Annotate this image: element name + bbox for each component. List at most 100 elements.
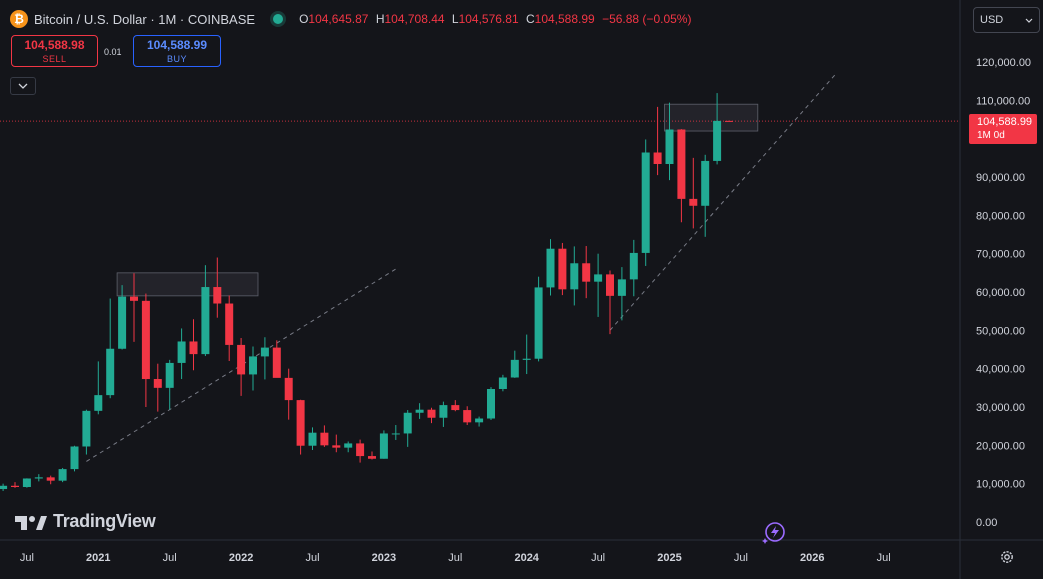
tradingview-logo-icon [15, 515, 47, 530]
range-box [116, 272, 259, 297]
candle-body [260, 347, 269, 357]
candle-body [498, 377, 507, 389]
candle-body [570, 263, 579, 290]
high-label: H [375, 12, 385, 26]
y-tick-label: 60,000.00 [976, 287, 1025, 299]
x-tick-label: 2025 [657, 552, 681, 564]
open-value: 104,645.87 [308, 12, 369, 26]
candle-body [665, 129, 674, 164]
candle-body [22, 478, 31, 488]
chevron-down-icon [18, 83, 28, 89]
spread-value: 0.01 [104, 47, 122, 57]
currency-label: USD [980, 14, 1004, 26]
y-tick-label: 40,000.00 [976, 364, 1025, 376]
buy-price: 104,588.99 [146, 38, 208, 52]
x-tick-label: 2022 [229, 552, 253, 564]
candle-body [617, 279, 626, 296]
candle-body [189, 341, 198, 355]
candle-body [70, 446, 79, 470]
candle-body [356, 443, 365, 457]
bitcoin-logo-icon: ₿ [10, 10, 28, 28]
settings-gear-icon[interactable] [999, 549, 1015, 565]
ohlc-readout: O104,645.87 H104,708.44 L104,576.81 C104… [299, 12, 695, 26]
close-label: C [525, 12, 535, 26]
y-tick-label: 110,000.00 [976, 95, 1030, 107]
candle-body [308, 432, 317, 446]
candle-body [332, 445, 341, 448]
candle-body [225, 303, 234, 345]
candle-body [629, 252, 638, 280]
candle-countdown: 1M 0d [977, 130, 1005, 141]
candle-body [82, 410, 91, 447]
candle-body [34, 477, 43, 479]
candle-body [463, 410, 472, 423]
candle-body [94, 395, 103, 411]
candle-body [725, 120, 733, 122]
candle-body [653, 152, 662, 164]
candle-body [58, 469, 67, 481]
candle-body [320, 432, 329, 446]
candle-body [379, 433, 388, 459]
x-tick-label: Jul [305, 552, 319, 564]
candle-body [368, 456, 376, 459]
close-value: 104,588.99 [534, 12, 595, 26]
y-tick-label: 50,000.00 [976, 325, 1025, 337]
collapse-legend-button[interactable] [10, 77, 36, 95]
x-tick-label: Jul [591, 552, 605, 564]
candle-body [177, 341, 186, 363]
candle-body [534, 287, 543, 359]
candle-body [165, 362, 174, 388]
sell-label: SELL [42, 54, 67, 64]
symbol-header: ₿ Bitcoin / U.S. Dollar · 1M · COINBASE … [10, 8, 695, 30]
candle-body [391, 433, 400, 435]
market-open-dot-icon [273, 14, 284, 24]
candle-body [582, 263, 591, 282]
candle-body [213, 287, 222, 304]
y-tick-label: 10,000.00 [976, 479, 1025, 491]
x-tick-label: Jul [734, 552, 748, 564]
x-tick-label: Jul [877, 552, 891, 564]
candle-body [46, 477, 55, 481]
brand-name: TradingView [53, 511, 156, 531]
candle-body [272, 347, 281, 378]
sell-button[interactable]: 104,588.98 SELL [11, 35, 98, 67]
candle-body [11, 485, 19, 488]
candle-body [403, 412, 412, 434]
x-tick-label: 2026 [800, 552, 824, 564]
candle-body [677, 129, 686, 199]
candle-body [249, 356, 257, 375]
range-box [664, 103, 759, 132]
candle-body [153, 379, 162, 388]
candle-body [522, 358, 531, 360]
candle-body [0, 485, 8, 490]
buy-button[interactable]: 104,588.99 BUY [133, 35, 221, 67]
buy-label: BUY [166, 54, 187, 64]
y-tick-label: 0.00 [976, 517, 997, 529]
candle-body [451, 405, 460, 411]
y-tick-label: 90,000.00 [976, 172, 1025, 184]
lightning-icon[interactable] [762, 520, 786, 544]
candle-body [427, 409, 436, 418]
last-price-value: 104,588.99 [977, 116, 1033, 128]
candle-body [689, 198, 698, 206]
x-tick-label: 2024 [514, 552, 539, 564]
low-value: 104,576.81 [458, 12, 519, 26]
candle-body [641, 152, 650, 253]
tradingview-logo[interactable]: TradingView [15, 511, 156, 532]
candle-body [237, 344, 246, 375]
candle-body [439, 405, 448, 418]
candle-body [546, 248, 555, 288]
high-value: 104,708.44 [384, 12, 445, 26]
currency-select[interactable]: USD [973, 7, 1040, 33]
low-label: L [451, 12, 459, 26]
candle-body [284, 377, 293, 401]
candle-body [130, 296, 138, 301]
last-price-tag: 104,588.99 1M 0d [969, 114, 1037, 144]
x-tick-label: Jul [20, 552, 34, 564]
y-tick-label: 80,000.00 [976, 210, 1025, 222]
y-tick-label: 30,000.00 [976, 402, 1025, 414]
candle-body [510, 359, 519, 378]
open-label: O [299, 12, 309, 26]
symbol-title[interactable]: Bitcoin / U.S. Dollar · 1M · COINBASE [34, 11, 256, 27]
